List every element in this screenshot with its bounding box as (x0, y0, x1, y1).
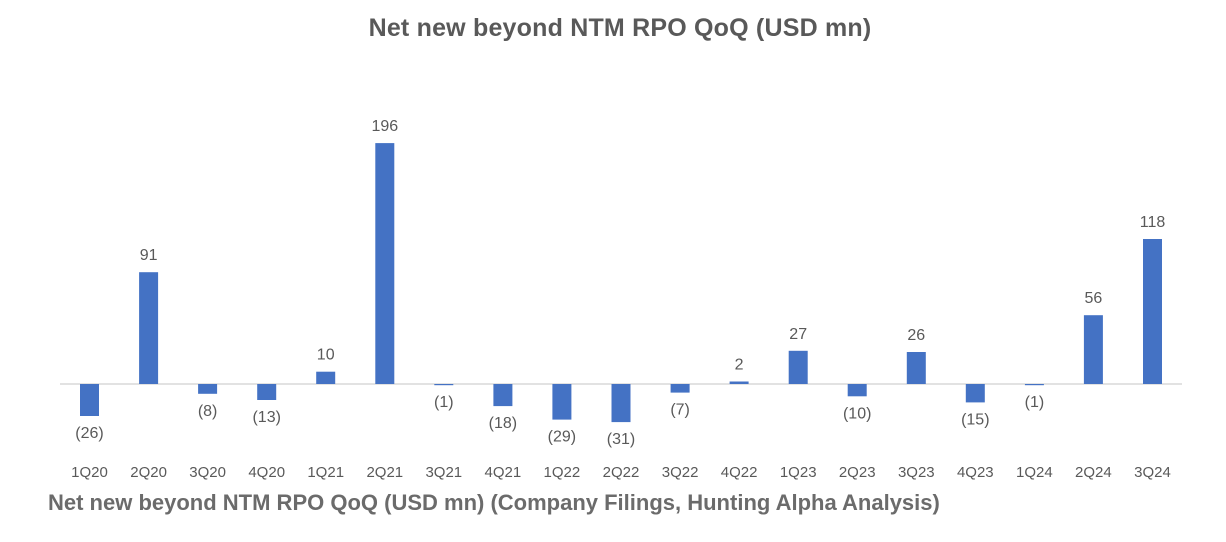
x-tick-label: 4Q20 (248, 464, 285, 481)
x-tick-label: 3Q20 (189, 464, 226, 481)
figure-caption: Net new beyond NTM RPO QoQ (USD mn) (Com… (48, 490, 940, 515)
data-label: (26) (75, 425, 103, 442)
x-tick-label: 3Q24 (1134, 464, 1171, 481)
data-label: (15) (961, 411, 989, 428)
bar-1Q24 (1024, 384, 1044, 386)
bar-4Q23 (965, 384, 985, 403)
x-tick-label: 1Q20 (71, 464, 108, 481)
bar-3Q24 (1143, 239, 1162, 384)
bar-2Q20 (139, 272, 159, 384)
x-tick-label: 1Q23 (780, 464, 817, 481)
bar-1Q21 (316, 371, 336, 384)
bar-1Q22 (552, 384, 572, 420)
x-tick-label: 3Q22 (662, 464, 699, 481)
bar-2Q21 (375, 143, 395, 384)
bar-3Q23 (906, 352, 926, 384)
bar-1Q20 (80, 384, 99, 416)
data-label: (1) (1025, 394, 1045, 411)
bar-2Q22 (611, 384, 631, 423)
x-tick-label: 2Q24 (1075, 464, 1112, 481)
x-tick-label: 1Q21 (307, 464, 344, 481)
data-label: 56 (1085, 290, 1103, 307)
data-label: 10 (317, 347, 335, 364)
data-label: (29) (548, 429, 576, 446)
data-label: (8) (198, 403, 218, 420)
data-label: 26 (907, 327, 925, 344)
data-label: (31) (607, 431, 635, 448)
data-label: (13) (252, 409, 280, 426)
x-tick-label: 4Q23 (957, 464, 994, 481)
chart-title: Net new beyond NTM RPO QoQ (USD mn) (368, 14, 872, 42)
data-label: 118 (1140, 214, 1166, 231)
x-tick-label: 3Q21 (425, 464, 462, 481)
x-tick-label: 4Q22 (721, 464, 758, 481)
bar-4Q21 (493, 384, 513, 407)
bar-3Q21 (434, 384, 454, 386)
data-label: (1) (434, 394, 454, 411)
bar-2Q24 (1083, 315, 1103, 384)
x-tick-label: 4Q21 (485, 464, 522, 481)
data-label: 27 (789, 326, 807, 343)
x-tick-label: 2Q20 (130, 464, 167, 481)
x-tick-label: 3Q23 (898, 464, 935, 481)
x-tick-label: 2Q21 (366, 464, 403, 481)
data-label: (18) (489, 415, 517, 432)
x-tick-label: 1Q22 (544, 464, 581, 481)
bar-3Q22 (670, 384, 690, 393)
bar-4Q22 (729, 381, 749, 384)
x-tick-label: 2Q23 (839, 464, 876, 481)
data-label: 196 (371, 118, 398, 135)
data-label: (7) (670, 402, 690, 419)
bar-4Q20 (257, 384, 277, 400)
data-label: 2 (735, 357, 744, 374)
x-tick-label: 1Q24 (1016, 464, 1053, 481)
bar-2Q23 (847, 384, 867, 397)
data-label: (10) (843, 405, 871, 422)
bar-3Q20 (198, 384, 218, 394)
data-label: 91 (140, 247, 158, 264)
x-tick-label: 2Q22 (603, 464, 640, 481)
bar-1Q23 (788, 350, 808, 384)
